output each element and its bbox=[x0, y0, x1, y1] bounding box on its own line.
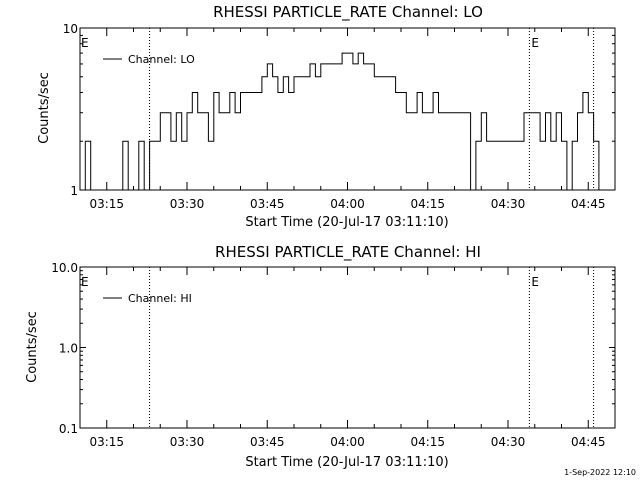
hi-x-tick-label: 03:15 bbox=[89, 435, 124, 449]
lo-chart-title: RHESSI PARTICLE_RATE Channel: LO bbox=[213, 3, 483, 22]
lo-y-axis-label: Counts/sec bbox=[37, 72, 52, 144]
lo-x-tick-label: 04:15 bbox=[410, 197, 445, 211]
lo-series-line bbox=[80, 52, 605, 191]
hi-edge-marker-label: E bbox=[81, 275, 89, 289]
hi-x-tick-label: 03:45 bbox=[250, 435, 285, 449]
lo-channel-panel: RHESSI PARTICLE_RATE Channel: LO Start T… bbox=[37, 3, 616, 230]
hi-channel-panel: RHESSI PARTICLE_RATE Channel: HI Start T… bbox=[25, 243, 616, 470]
lo-edge-marker-label: E bbox=[81, 36, 89, 50]
hi-x-tick-label: 04:30 bbox=[491, 435, 526, 449]
hi-x-tick-label: 04:45 bbox=[571, 435, 606, 449]
lo-x-tick-label: 04:00 bbox=[330, 197, 365, 211]
hi-legend-label: Channel: HI bbox=[128, 292, 192, 305]
lo-legend-label: Channel: LO bbox=[128, 53, 195, 66]
hi-chart-title: RHESSI PARTICLE_RATE Channel: HI bbox=[215, 243, 481, 262]
print-timestamp: 1-Sep-2022 12:10 bbox=[564, 468, 636, 477]
lo-x-tick-label: 03:30 bbox=[170, 197, 205, 211]
lo-y-tick-label: 1 bbox=[70, 184, 78, 198]
hi-y-tick-label: 1.0 bbox=[59, 342, 78, 356]
hi-event-marker-label: E bbox=[531, 275, 539, 289]
hi-x-tick-label: 04:00 bbox=[330, 435, 365, 449]
lo-y-tick-label: 10 bbox=[63, 22, 78, 36]
lo-x-axis-label: Start Time (20-Jul-17 03:11:10) bbox=[245, 215, 448, 230]
lo-event-marker-label: E bbox=[531, 36, 539, 50]
hi-y-axis-label: Counts/sec bbox=[25, 311, 40, 383]
hi-x-tick-label: 04:15 bbox=[410, 435, 445, 449]
hi-x-axis-label: Start Time (20-Jul-17 03:11:10) bbox=[245, 455, 448, 470]
lo-x-tick-label: 04:30 bbox=[491, 197, 526, 211]
hi-y-tick-label: 0.1 bbox=[59, 422, 78, 436]
lo-x-tick-label: 03:15 bbox=[89, 197, 124, 211]
hi-x-tick-label: 03:30 bbox=[170, 435, 205, 449]
lo-x-tick-label: 04:45 bbox=[571, 197, 606, 211]
hi-y-tick-label: 10.0 bbox=[51, 261, 78, 275]
lo-x-tick-label: 03:45 bbox=[250, 197, 285, 211]
